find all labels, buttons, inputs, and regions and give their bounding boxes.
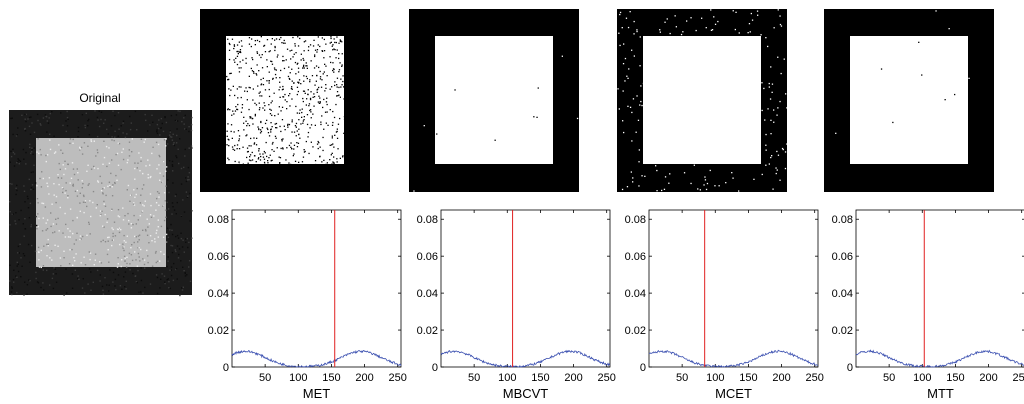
mask-image <box>824 9 994 192</box>
y-tick-label: 0.06 <box>832 251 853 263</box>
x-tick-label: 150 <box>531 372 549 384</box>
y-tick-label: 0.02 <box>832 325 853 337</box>
x-tick-label: 250 <box>806 372 824 384</box>
method-panel-mcet: 0 0.02 0.04 0.06 0.08 50 100 150 200 250 MCET <box>617 9 824 401</box>
x-tick-label: 50 <box>883 372 895 384</box>
method-label: MCET <box>715 386 752 401</box>
method-panel-mtt: 0 0.02 0.04 0.06 0.08 50 100 150 200 250 MTT <box>824 9 1024 401</box>
x-tick-label: 50 <box>259 372 271 384</box>
histogram-line <box>855 349 1024 368</box>
x-tick-label: 50 <box>676 372 688 384</box>
method-label: MTT <box>927 386 954 401</box>
method-label: MET <box>303 386 331 401</box>
x-tick-label: 150 <box>739 372 757 384</box>
y-tick-label: 0.04 <box>832 288 853 300</box>
y-tick-label: 0 <box>847 362 853 374</box>
mask-image <box>617 9 788 192</box>
y-tick-label: 0 <box>223 362 229 374</box>
x-tick-label: 250 <box>389 372 407 384</box>
y-tick-label: 0.08 <box>832 214 853 226</box>
histogram-line <box>648 349 819 368</box>
mask-image <box>200 9 370 192</box>
original-title: Original <box>79 91 120 105</box>
x-tick-label: 100 <box>289 372 307 384</box>
original-image <box>9 110 193 297</box>
x-tick-label: 100 <box>913 372 931 384</box>
y-tick-label: 0 <box>640 362 646 374</box>
x-tick-label: 200 <box>979 372 997 384</box>
method-panel-met: 0 0.02 0.04 0.06 0.08 50 100 150 200 250 MET <box>200 9 407 401</box>
histogram-axes <box>855 209 1024 368</box>
y-tick-label: 0.02 <box>625 325 646 337</box>
y-tick-label: 0.06 <box>417 251 438 263</box>
y-tick-label: 0.02 <box>208 325 229 337</box>
x-tick-label: 250 <box>598 372 616 384</box>
x-tick-label: 150 <box>322 372 340 384</box>
x-tick-label: 100 <box>498 372 516 384</box>
x-tick-label: 250 <box>1013 372 1024 384</box>
y-tick-label: 0.04 <box>208 288 229 300</box>
x-tick-label: 150 <box>946 372 964 384</box>
y-tick-label: 0.08 <box>625 214 646 226</box>
mask-image <box>409 9 579 192</box>
method-label: MBCVT <box>503 386 549 401</box>
y-tick-label: 0.06 <box>208 251 229 263</box>
histogram-line <box>440 349 611 368</box>
x-tick-label: 100 <box>706 372 724 384</box>
histogram-axes <box>440 209 611 368</box>
y-tick-label: 0.02 <box>417 325 438 337</box>
histogram-axes <box>231 209 402 368</box>
histogram-axes <box>648 209 819 368</box>
x-tick-label: 50 <box>468 372 480 384</box>
y-tick-label: 0.04 <box>417 288 438 300</box>
x-tick-label: 200 <box>355 372 373 384</box>
histogram-line <box>231 349 402 368</box>
y-tick-label: 0 <box>432 362 438 374</box>
y-tick-label: 0.04 <box>625 288 646 300</box>
y-tick-label: 0.06 <box>625 251 646 263</box>
method-panel-mbcvt: 0 0.02 0.04 0.06 0.08 50 100 150 200 250 MBCVT <box>409 9 616 401</box>
x-tick-label: 200 <box>772 372 790 384</box>
y-tick-label: 0.08 <box>208 214 229 226</box>
x-tick-label: 200 <box>564 372 582 384</box>
y-tick-label: 0.08 <box>417 214 438 226</box>
